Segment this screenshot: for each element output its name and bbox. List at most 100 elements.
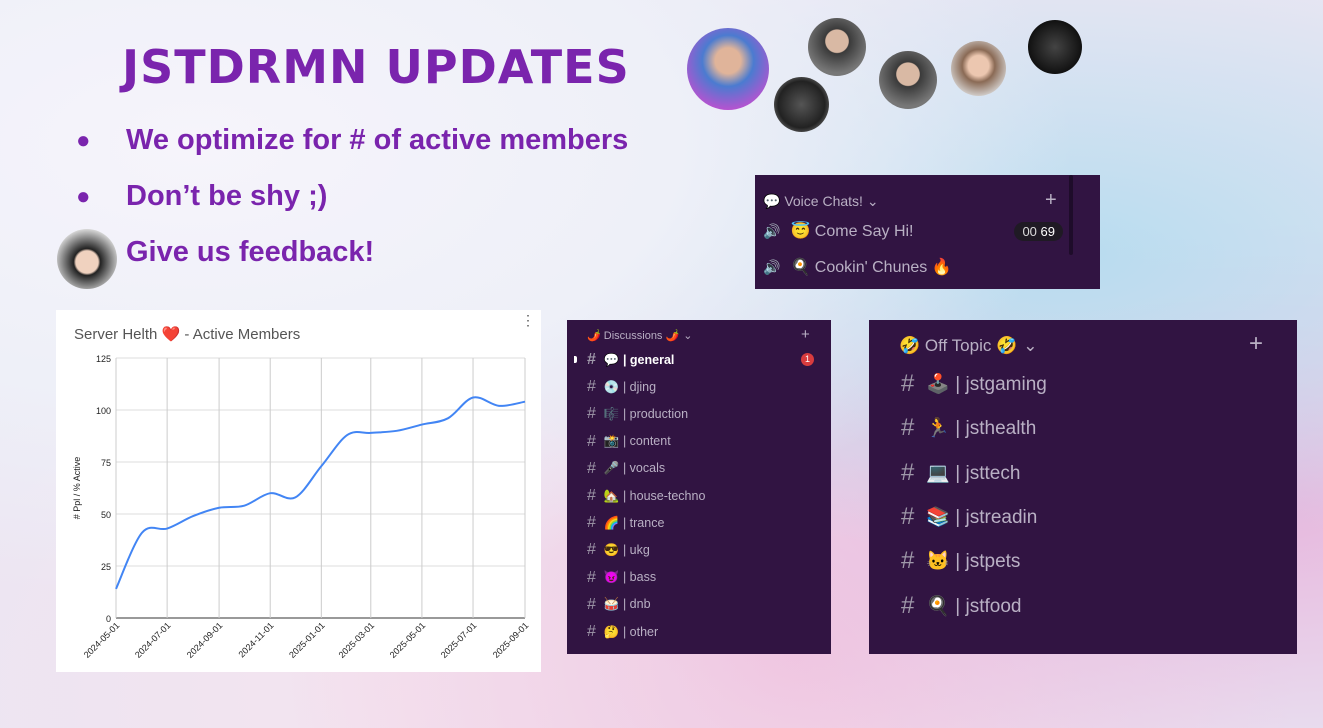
chart-card: Server Helth ❤️ - Active Members ⋮ 0 25 50…: [56, 310, 541, 672]
off-topic-panel: 🤣 Off Topic 🤣 ⌄ + # 🕹️ | jstgaming # 🏃 | jst…: [869, 320, 1297, 654]
avatar: [1028, 20, 1082, 74]
channel-name: 🏃 | jsthealth: [926, 418, 1037, 440]
x-tick-label: 2024-05-01: [82, 620, 122, 660]
channel-item[interactable]: # 💿 | djing: [587, 378, 656, 396]
channel-item[interactable]: # 💬 | general: [587, 351, 674, 369]
avatar: [879, 51, 937, 109]
channel-item[interactable]: # 😎 | ukg: [587, 541, 650, 559]
channel-item[interactable]: # 📚 | jstreadin: [901, 503, 1037, 531]
channel-name: 😈 | bass: [603, 570, 657, 585]
avatar: [951, 41, 1006, 96]
chevron-down-icon: ⌄: [1023, 336, 1038, 355]
voice-channel-come-say-hi[interactable]: 🔊 😇 Come Say Hi! 00 69: [763, 221, 1063, 241]
hash-icon: #: [587, 568, 596, 586]
x-tick-label: 2025-07-01: [439, 620, 479, 660]
channel-name: 😎 | ukg: [603, 542, 650, 557]
add-channel-button[interactable]: +: [1045, 189, 1057, 211]
discussions-panel: 🌶️ Discussions 🌶️ ⌄ + 1 # 💬 | general # 💿 | …: [567, 320, 831, 654]
channel-name: 🏡 | house-techno: [603, 488, 706, 503]
channel-name: 💻 | jsttech: [926, 462, 1021, 484]
more-menu-icon[interactable]: ⋮: [521, 312, 535, 328]
hash-icon: #: [587, 378, 596, 396]
add-channel-button[interactable]: +: [801, 326, 810, 343]
y-tick-label: 0: [106, 614, 111, 624]
bullet-item: ● We optimize for # of active members: [76, 124, 629, 156]
channel-item[interactable]: # 🎤 | vocals: [587, 460, 665, 478]
y-tick-label: 25: [101, 562, 111, 572]
speaker-icon: 🔊: [763, 222, 781, 239]
channel-name: 📚 | jstreadin: [926, 506, 1038, 528]
channel-name: 📸 | content: [603, 434, 671, 449]
discussions-category-header[interactable]: 🌶️ Discussions 🌶️ ⌄: [587, 330, 693, 342]
hash-icon: #: [587, 541, 596, 559]
speaker-icon: 🔊: [763, 258, 781, 275]
channel-item[interactable]: # 🐱 | jstpets: [901, 547, 1020, 575]
x-tick-label: 2025-01-01: [287, 620, 327, 660]
avatar: [808, 18, 866, 76]
channel-item[interactable]: # 🎼 | production: [587, 405, 688, 423]
channel-name: 🎤 | vocals: [603, 461, 666, 476]
channel-item[interactable]: # 🤔 | other: [587, 623, 658, 641]
avatar: [57, 229, 117, 289]
unread-badge: 1: [801, 353, 814, 366]
x-tick-label: 2024-07-01: [133, 620, 173, 660]
y-tick-label: 100: [96, 406, 111, 416]
chevron-down-icon: ⌄: [866, 193, 879, 209]
x-tick-label: 2025-09-01: [491, 620, 531, 660]
avatar: [774, 77, 829, 132]
hash-icon: #: [901, 370, 915, 397]
channel-item[interactable]: # 📸 | content: [587, 433, 671, 451]
hash-icon: #: [901, 591, 915, 619]
y-tick-label: 50: [101, 510, 111, 520]
bullet-item: ● Don’t be shy ;): [76, 180, 328, 212]
voice-channel-cookin-chunes[interactable]: 🔊 🍳 Cookin' Chunes 🔥: [763, 258, 952, 277]
bullet-item: Give us feedback!: [126, 236, 375, 268]
hash-icon: #: [901, 547, 915, 575]
line-chart: 0 25 50 75 100 125 2024-05-01 2024-07-01 2024-09…: [72, 354, 531, 660]
y-axis-label: # Ppl / % Active: [72, 457, 82, 520]
hash-icon: #: [587, 623, 596, 640]
channel-name: 🐱 | jstpets: [926, 551, 1021, 573]
x-tick-label: 2024-11-01: [236, 620, 275, 659]
channel-name: 🍳 | jstfood: [926, 595, 1022, 617]
channel-item[interactable]: # 🏃 | jsthealth: [901, 414, 1036, 442]
voice-channels-panel: 💬 Voice Chats! ⌄ + 🔊 😇 Come Say Hi! 00 69 …: [755, 175, 1100, 289]
channel-item[interactable]: # 🍳 | jstfood: [901, 592, 1022, 620]
hash-icon: #: [901, 414, 915, 442]
voice-category-header[interactable]: 💬 Voice Chats! ⌄: [763, 193, 879, 209]
hash-icon: #: [587, 514, 596, 532]
hash-icon: #: [587, 351, 596, 368]
add-channel-button[interactable]: +: [1249, 330, 1264, 357]
channel-item[interactable]: # 🏡 | house-techno: [587, 487, 705, 505]
channel-item[interactable]: # 😈 | bass: [587, 569, 656, 587]
y-tick-label: 75: [101, 458, 111, 468]
y-tick-label: 125: [96, 354, 111, 364]
hash-icon: #: [901, 502, 915, 530]
avatar: [687, 28, 769, 110]
slide-title: JSTDRMN UPDATES: [122, 40, 630, 94]
x-tick-label: 2025-05-01: [388, 620, 428, 660]
hash-icon: #: [587, 459, 596, 477]
x-tick-label: 2024-09-01: [185, 620, 225, 660]
channel-item[interactable]: # 💻 | jsttech: [901, 459, 1020, 487]
off-topic-category-header[interactable]: 🤣 Off Topic 🤣 ⌄: [899, 336, 1038, 355]
x-tick-label: 2025-03-01: [337, 620, 377, 660]
channel-name: 🌈 | trance: [603, 515, 665, 530]
channel-name: 💿 | djing: [603, 379, 657, 394]
channel-name: 🤔 | other: [603, 624, 659, 639]
hash-icon: #: [587, 432, 596, 450]
channel-item[interactable]: # 🕹️ | jstgaming: [901, 370, 1047, 398]
data-line: [115, 396, 526, 590]
channel-name: 🥁 | dnb: [603, 597, 651, 612]
unread-indicator: [574, 356, 577, 363]
hash-icon: #: [587, 595, 596, 613]
channel-name: 🎼 | production: [603, 406, 689, 421]
scrollbar[interactable]: [1069, 175, 1073, 255]
channel-name: 🕹️ | jstgaming: [926, 374, 1047, 395]
hash-icon: #: [901, 458, 915, 486]
channel-item[interactable]: # 🥁 | dnb: [587, 596, 651, 614]
hash-icon: #: [587, 405, 596, 423]
channel-item[interactable]: # 🌈 | trance: [587, 514, 664, 532]
channel-name: 💬 | general: [603, 352, 675, 367]
hash-icon: #: [587, 487, 596, 504]
